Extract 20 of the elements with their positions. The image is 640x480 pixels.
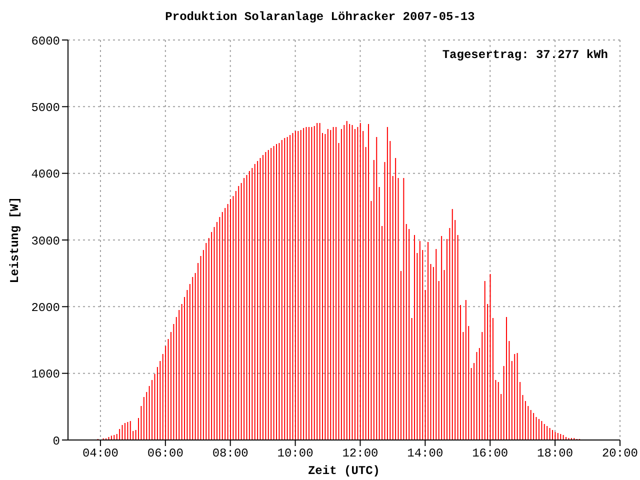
y-tick-label: 4000 bbox=[31, 168, 60, 182]
y-tick-label: 3000 bbox=[31, 234, 60, 248]
x-tick-label: 06:00 bbox=[147, 446, 184, 461]
y-tick-label: 5000 bbox=[31, 100, 60, 115]
y-tick-label: 2000 bbox=[31, 300, 60, 315]
x-tick-label: 08:00 bbox=[212, 446, 248, 461]
annotation: Tagesertrag: 37.277 kWh bbox=[442, 48, 608, 62]
x-tick-label: 20:00 bbox=[602, 446, 638, 461]
y-tick-label: 0 bbox=[52, 434, 60, 448]
chart-title: Produktion Solaranlage Löhracker 2007-05-13 bbox=[164, 10, 476, 24]
y-tick-label: 1000 bbox=[31, 368, 60, 382]
y-axis-title: Leistung [W] bbox=[8, 196, 22, 284]
x-tick-label: 14:00 bbox=[407, 446, 444, 461]
x-tick-label: 04:00 bbox=[82, 446, 118, 461]
x-tick-label: 12:00 bbox=[342, 446, 378, 461]
y-tick-label: 6000 bbox=[31, 34, 60, 48]
x-tick-label: 18:00 bbox=[537, 446, 574, 461]
x-tick-label: 10:00 bbox=[277, 446, 314, 461]
x-tick-label: 16:00 bbox=[472, 446, 508, 461]
x-axis-title: Zeit (UTC) bbox=[306, 464, 381, 478]
